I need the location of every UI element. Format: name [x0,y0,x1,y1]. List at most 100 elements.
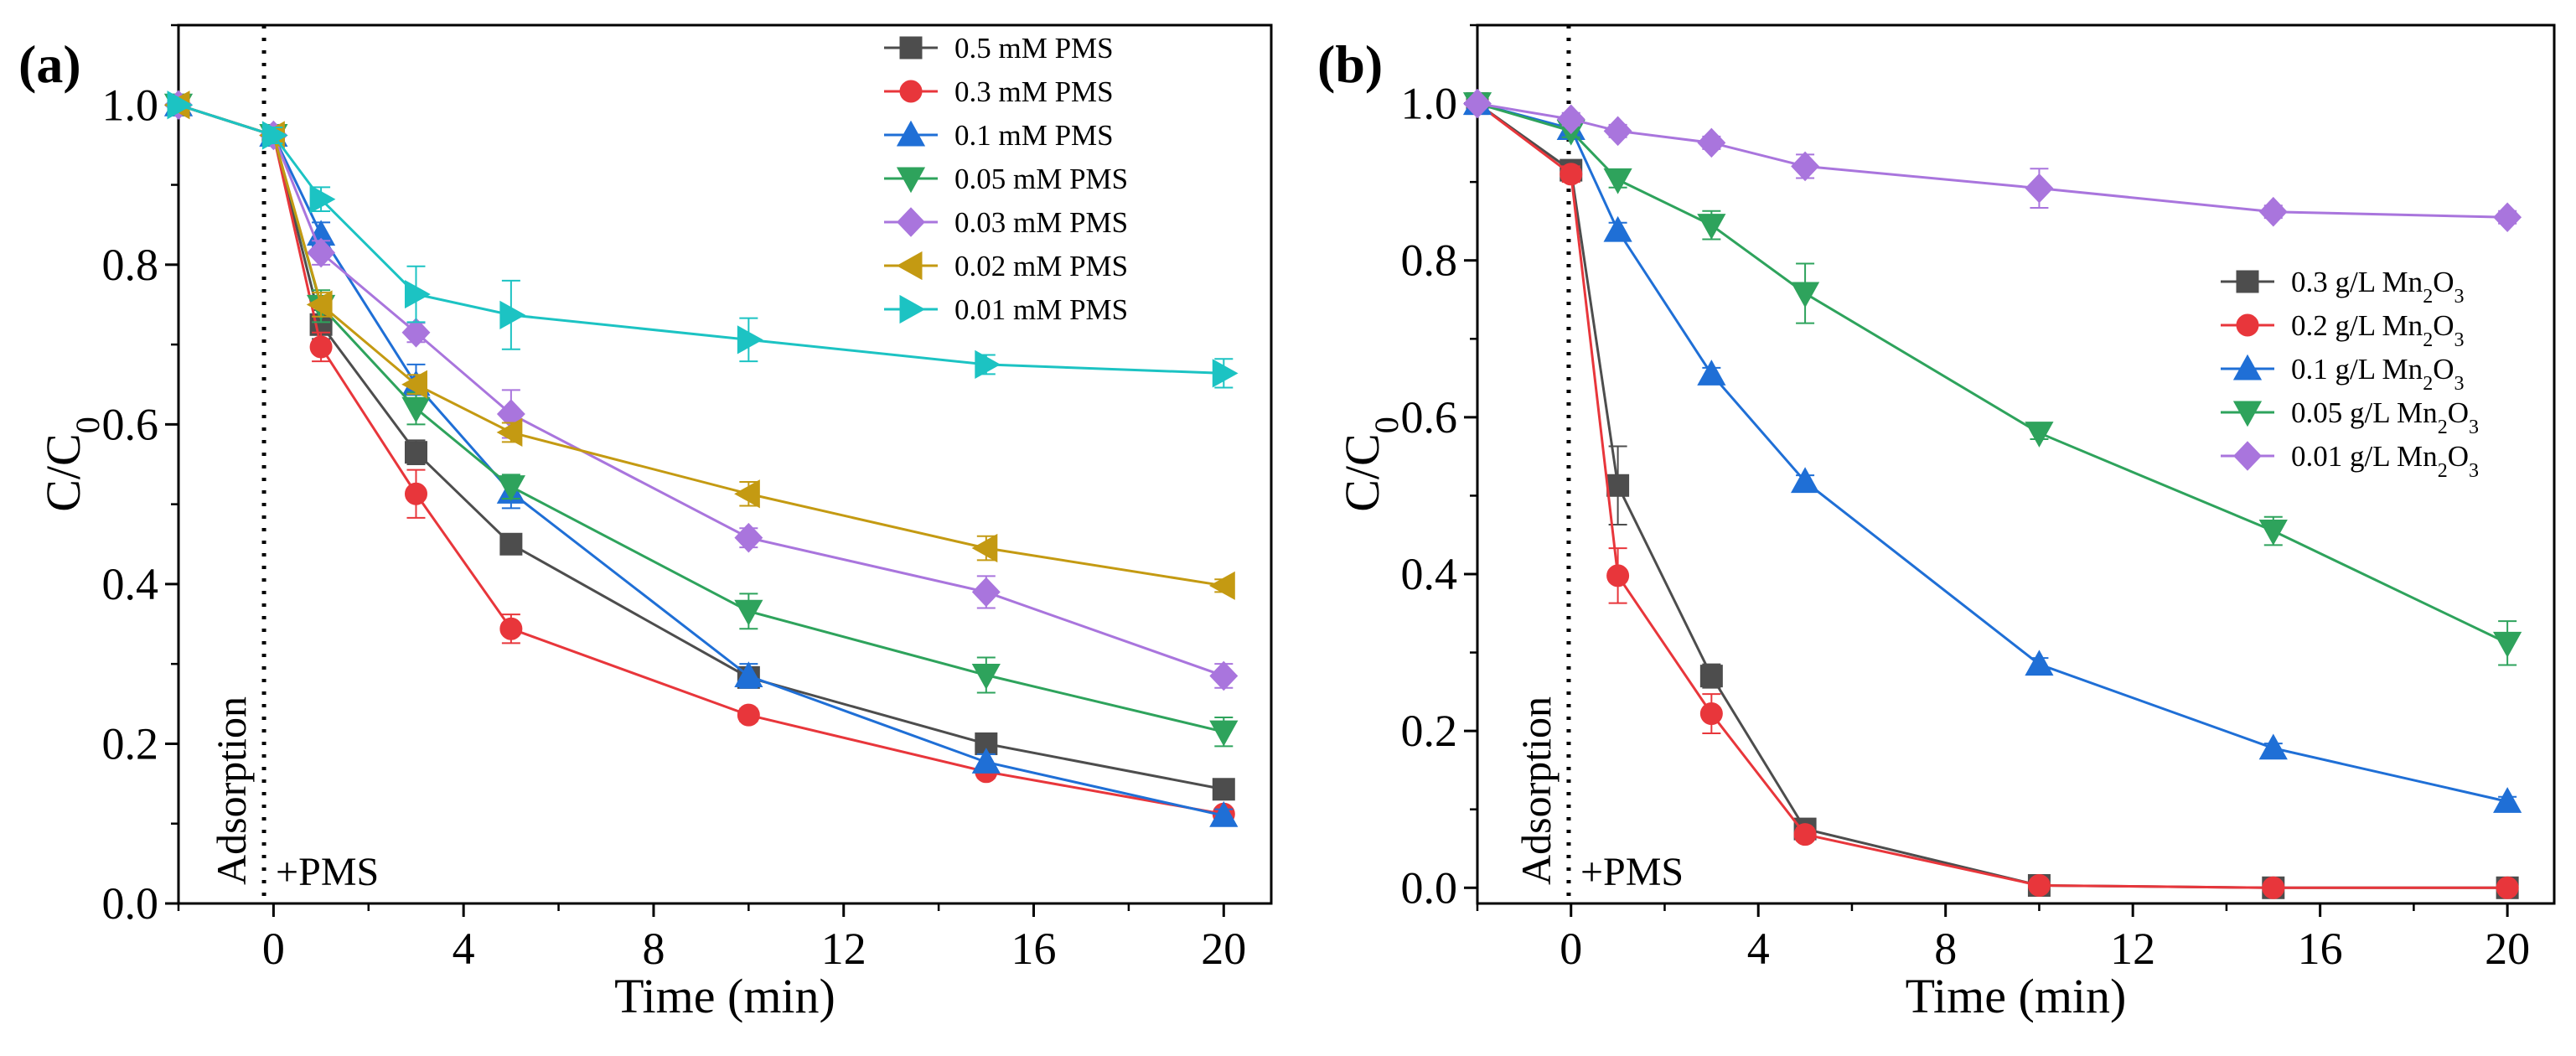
legend-label-part: 2 [2423,329,2433,351]
y-axis-title: C/C0 [36,417,106,512]
legend-label: 0.2 g/L Mn2O3 [2291,309,2464,351]
series-5 [1463,88,2522,233]
series-7 [167,91,1239,389]
y-tick-label: 0.6 [102,399,159,449]
legend-label: 0.3 mM PMS [954,75,1114,108]
legend-label-part: O [2433,309,2454,342]
legend-label-part: 0.05 mM PMS [954,163,1128,195]
data-point [2493,631,2522,658]
data-point [1790,282,1820,308]
data-point [734,599,763,626]
y-axis-title-main: C/C [1335,433,1389,512]
legend-label-part: 3 [2469,460,2479,482]
legend-label-part: 3 [2454,373,2464,395]
x-tick-label: 8 [1934,924,1957,974]
legend-label-part: 2 [2438,460,2448,482]
data-point [734,661,763,687]
series-2 [167,93,1235,826]
pms-label: +PMS [1580,850,1684,894]
legend-marker [2233,441,2262,471]
legend-label: 0.01 mM PMS [954,293,1128,326]
data-point [499,300,526,329]
x-axis-title: Time (min) [1906,969,2127,1023]
data-point [261,121,288,150]
legend-label-part: 2 [2423,373,2433,395]
x-tick-label: 4 [1747,924,1770,974]
y-axis-title-sub: 0 [69,417,106,433]
data-point [1697,360,1726,386]
legend-label-part: 3 [2469,417,2479,438]
data-point [734,522,763,553]
series-line [178,103,1224,375]
data-point [1603,168,1632,194]
data-point [971,577,1001,608]
y-tick-label: 0.2 [102,718,159,769]
x-tick-label: 12 [821,924,866,974]
data-point [2027,873,2051,897]
series-line [178,103,1224,677]
data-point [1606,474,1630,497]
data-point [971,748,1001,774]
legend-label-part: 0.05 g/L Mn [2291,396,2438,429]
data-point [309,184,336,214]
legend-marker [899,36,923,60]
legend-label: 0.02 mM PMS [954,250,1128,282]
legend-label-part: 0.5 mM PMS [954,32,1114,65]
legend-label-part: O [2433,353,2454,386]
adsorption-label: Adsorption [208,696,255,885]
data-point [1791,151,1820,182]
data-point [309,335,333,359]
data-point [2496,876,2519,899]
legend-label-part: 0.01 g/L Mn [2291,440,2438,473]
x-tick-label: 0 [1560,924,1582,974]
legend-label-part: 0.2 g/L Mn [2291,309,2423,342]
data-point [1793,823,1817,846]
legend-marker [2236,313,2259,337]
legend-marker [899,80,923,103]
data-point [496,417,523,447]
legend-label-part: 0.01 mM PMS [954,293,1128,326]
data-point [2025,173,2054,204]
y-axis-title: C/C0 [1335,417,1405,512]
y-tick-label: 1.0 [1401,79,1458,129]
series-line [1477,102,2508,889]
data-point [404,279,431,309]
panel-label: (a) [18,34,81,94]
data-point [1209,660,1239,691]
y-tick-label: 0.4 [102,559,159,609]
data-point [401,396,431,423]
data-point [2258,196,2288,227]
data-point [734,479,760,509]
data-point [737,703,760,727]
series-line [1477,102,2508,889]
data-point [1463,88,1492,119]
legend-label-part: 2 [2438,417,2448,438]
legend-label: 0.3 g/L Mn2O3 [2291,266,2464,308]
legend-label-part: 0.1 g/L Mn [2291,353,2423,386]
y-tick-label: 0.6 [1401,392,1458,443]
data-point [737,325,763,355]
data-point [1212,778,1235,801]
data-point [167,91,194,120]
data-point [1699,702,1723,726]
legend-label: 0.05 mM PMS [954,163,1128,195]
legend-label: 0.05 g/L Mn2O3 [2291,396,2479,438]
data-point [971,533,998,563]
data-point [404,441,427,464]
data-point [2258,733,2288,760]
y-tick-label: 0.0 [1401,862,1458,913]
y-axis-title-sub: 0 [1368,417,1405,433]
x-tick-label: 16 [1011,924,1057,974]
legend-marker [897,207,925,237]
legend-label-part: 2 [2423,286,2433,308]
x-tick-label: 8 [642,924,665,974]
data-point [1209,800,1239,827]
data-point [1603,215,1632,242]
legend-marker [896,167,926,194]
legend-marker [2232,401,2263,427]
x-tick-label: 16 [2298,924,2343,974]
legend-marker [2236,270,2259,293]
data-point [401,318,431,348]
y-axis-title-main: C/C [36,433,91,512]
